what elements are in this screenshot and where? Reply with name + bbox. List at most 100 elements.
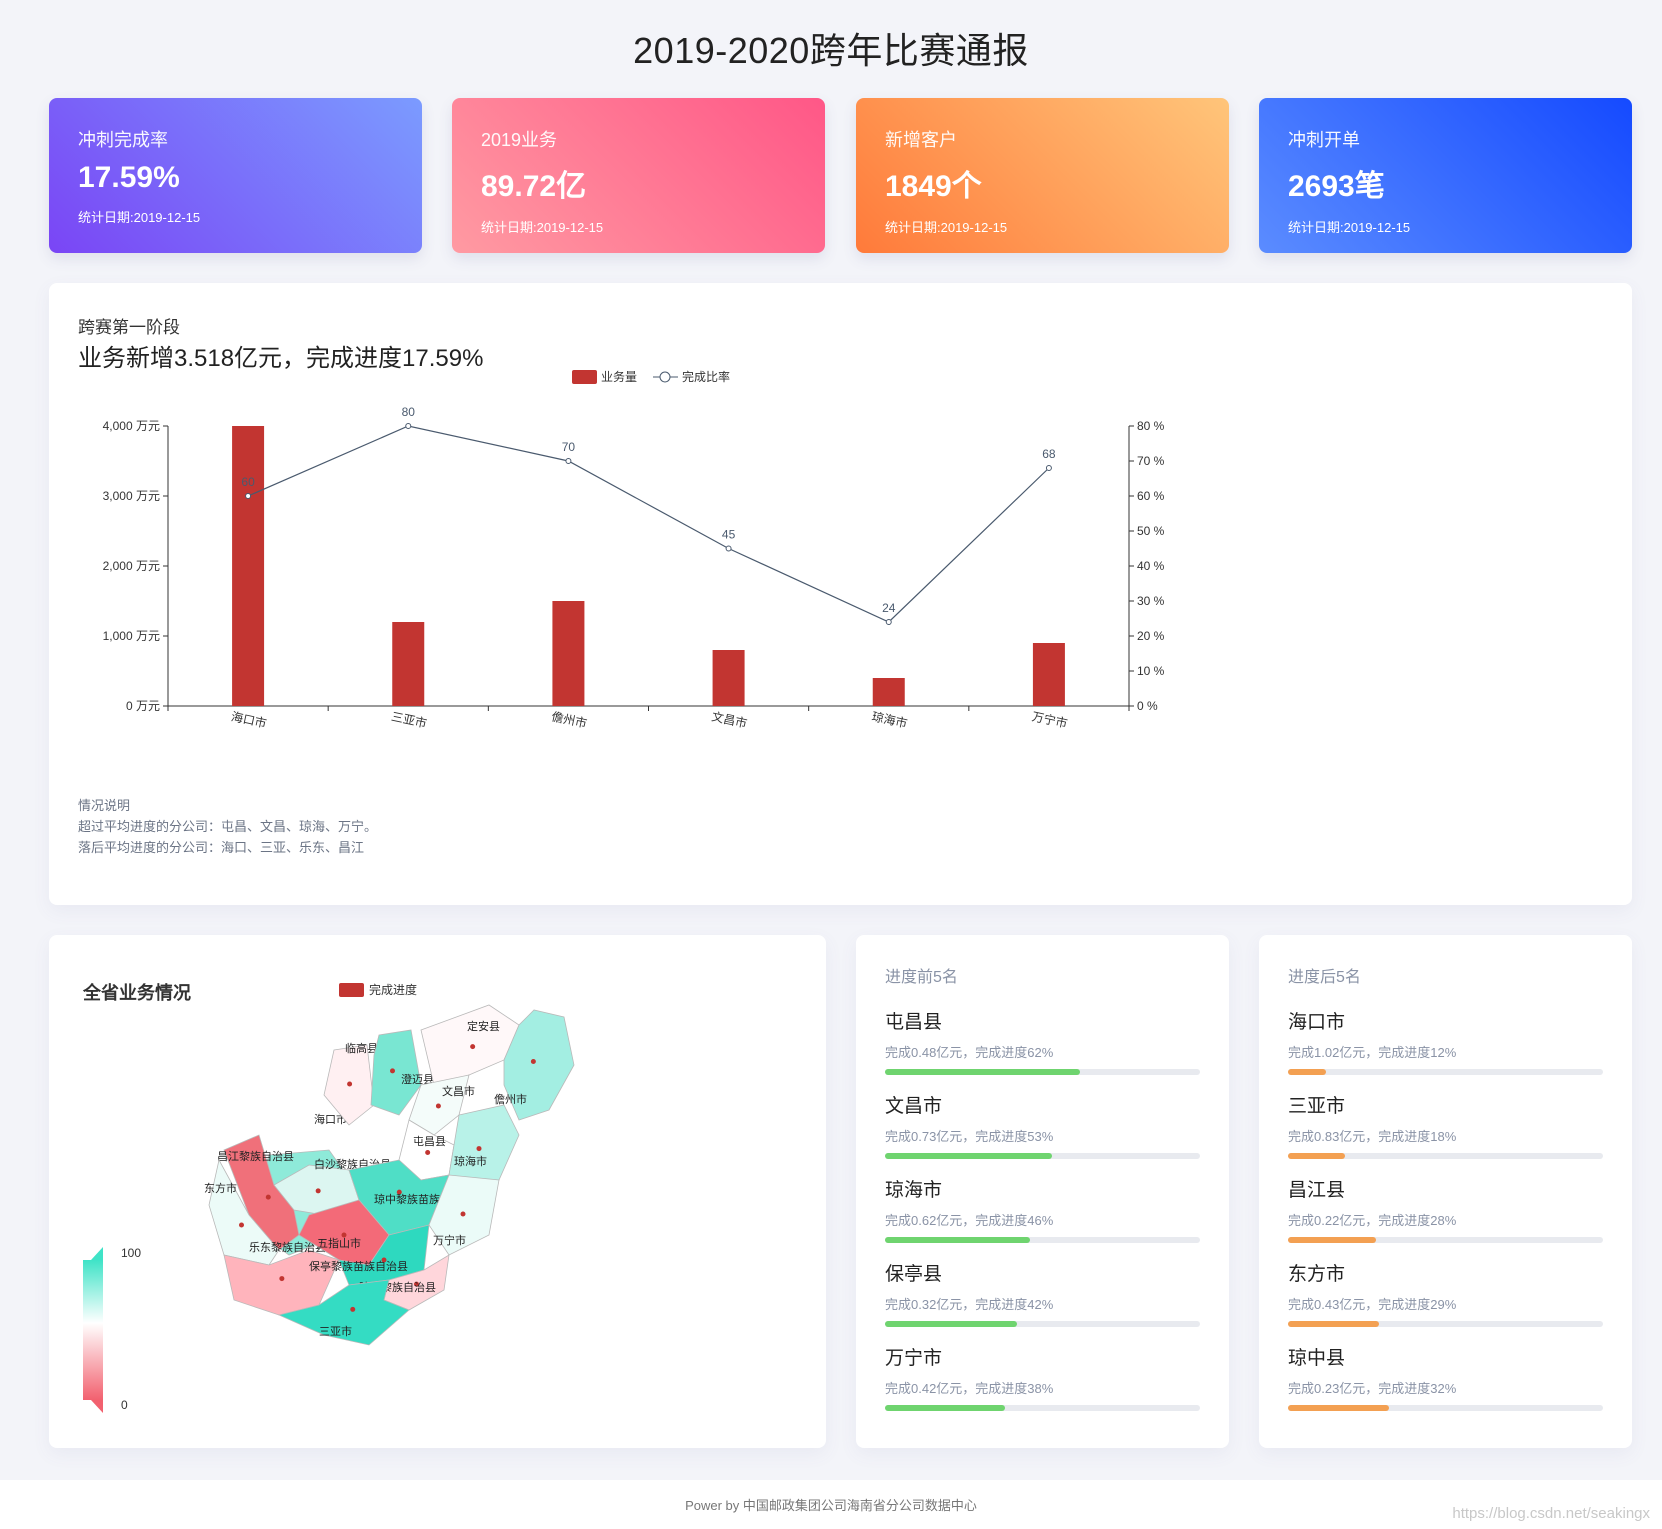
- business-bar-line-chart[interactable]: 0 万元 1,000 万元 2,000 万元 3,000 万元 4,000 万元 0 % 1…: [49, 283, 1632, 763]
- progress-track: [885, 1069, 1200, 1075]
- kpi-card-sprint-rate: 冲刺完成率 17.59% 统计日期:2019-12-15: [49, 98, 422, 253]
- line-series-completion: [247, 425, 1050, 623]
- rank-name: 三亚市: [1288, 1096, 1346, 1117]
- data-label: 80: [402, 405, 416, 419]
- kpi-label: 冲刺开单: [1288, 130, 1360, 150]
- rank-desc: 完成0.43亿元，完成进度29%: [1288, 1297, 1457, 1312]
- progress-fill: [885, 1153, 1052, 1159]
- rank-name: 保亭县: [885, 1264, 943, 1285]
- y-tick-label-left: 1,000 万元: [103, 629, 160, 643]
- bar-万宁市: [1032, 643, 1065, 706]
- rank-item: 屯昌县 完成0.48亿元，完成进度62%: [885, 1007, 1200, 1075]
- map-region-dot: [279, 1276, 285, 1282]
- kpi-label: 新增客户: [885, 130, 957, 150]
- kpi-date: 统计日期:2019-12-15: [1288, 220, 1411, 235]
- progress-fill: [1288, 1237, 1377, 1243]
- rank-name: 万宁市: [885, 1348, 943, 1369]
- kpi-label: 2019业务: [481, 130, 558, 150]
- kpi-value: 2693笔: [1288, 170, 1385, 203]
- map-region-label: 澄迈县: [401, 1072, 434, 1086]
- map-region-dot: [425, 1150, 431, 1155]
- progress-fill: [1288, 1321, 1380, 1327]
- map-region-label: 文昌市: [442, 1084, 475, 1098]
- rank-item: 三亚市 完成0.83亿元，完成进度18%: [1288, 1091, 1603, 1159]
- progress-fill: [1288, 1069, 1326, 1075]
- rank-name: 屯昌县: [885, 1012, 943, 1033]
- map-region-label: 琼海市: [454, 1154, 487, 1168]
- rank-name: 琼中县: [1288, 1348, 1346, 1369]
- rank-item: 东方市 完成0.43亿元，完成进度29%: [1288, 1259, 1603, 1327]
- y-tick-label-right: 50 %: [1137, 524, 1165, 538]
- rank-name: 东方市: [1288, 1264, 1346, 1285]
- kpi-value: 89.72亿: [481, 170, 587, 203]
- line-point: [885, 619, 892, 625]
- y-tick-label-left: 2,000 万元: [103, 559, 160, 573]
- line-point: [565, 458, 572, 464]
- rank-desc: 完成0.83亿元，完成进度18%: [1288, 1129, 1457, 1144]
- map-region-label: 海口市: [314, 1112, 347, 1126]
- progress-fill: [1288, 1153, 1345, 1159]
- map-region-dot: [435, 1103, 441, 1109]
- kpi-card-2019-business: 2019业务 89.72亿 统计日期:2019-12-15: [452, 98, 825, 253]
- top5-title: 进度前5名: [885, 969, 958, 986]
- map-region-儋州市: [503, 1009, 575, 1121]
- visual-map-handle-bottom: [91, 1400, 103, 1413]
- visual-map-bar: [83, 1260, 103, 1400]
- progress-track: [885, 1153, 1200, 1159]
- map-legend-swatch: [339, 983, 364, 997]
- y-tick-label-right: 70 %: [1137, 454, 1165, 468]
- map-region-dot: [315, 1188, 321, 1194]
- x-tick-label: 三亚市: [390, 709, 428, 731]
- y-tick-label-right: 10 %: [1137, 664, 1165, 678]
- kpi-card-new-customers: 新增客户 1849个 统计日期:2019-12-15: [856, 98, 1229, 253]
- y-tick-label-right: 80 %: [1137, 419, 1165, 433]
- progress-track: [1288, 1237, 1603, 1243]
- legend-swatch-marker: [659, 371, 671, 383]
- progress-track: [885, 1405, 1200, 1411]
- rank-name: 昌江县: [1288, 1180, 1346, 1201]
- map-region-dot: [350, 1306, 356, 1312]
- rank-desc: 完成0.62亿元，完成进度46%: [885, 1213, 1054, 1228]
- map-region-label: 乐东黎族自治县: [249, 1240, 326, 1254]
- progress-fill: [885, 1321, 1018, 1327]
- rank-item: 保亭县 完成0.32亿元，完成进度42%: [885, 1259, 1200, 1327]
- visual-map-handle-top: [91, 1247, 103, 1260]
- progress-track: [885, 1237, 1200, 1243]
- kpi-value: 17.59%: [78, 161, 180, 194]
- notes-line-ahead: 超过平均进度的分公司：屯昌、文昌、琼海、万宁。: [78, 819, 378, 834]
- chart-headline: 业务新增3.518亿元，完成进度17.59%: [78, 345, 484, 372]
- map-region-label: 万宁市: [433, 1233, 466, 1247]
- progress-fill: [885, 1405, 1005, 1411]
- kpi-date: 统计日期:2019-12-15: [78, 210, 201, 225]
- x-tick-label: 海口市: [230, 709, 268, 731]
- rank-item: 琼海市 完成0.62亿元，完成进度46%: [885, 1175, 1200, 1243]
- notes-line-behind: 落后平均进度的分公司：海口、三亚、乐东、昌江: [78, 840, 365, 855]
- kpi-date: 统计日期:2019-12-15: [885, 220, 1008, 235]
- kpi-date: 统计日期:2019-12-15: [481, 220, 604, 235]
- line-point: [1045, 465, 1052, 471]
- map-region-dot: [530, 1059, 536, 1064]
- map-region-dot: [396, 1189, 402, 1195]
- y-tick-label-right: 60 %: [1137, 489, 1165, 503]
- bottom5-title: 进度后5名: [1288, 969, 1361, 986]
- progress-fill: [885, 1069, 1081, 1075]
- map-region-dot: [347, 1081, 353, 1087]
- notes-title: 情况说明: [78, 798, 131, 813]
- bar-琼海市: [872, 678, 905, 706]
- progress-track: [885, 1321, 1200, 1327]
- map-region-乐东黎族自治县: [223, 1249, 340, 1316]
- data-label: 60: [241, 475, 255, 489]
- rank-desc: 完成0.42亿元，完成进度38%: [885, 1381, 1054, 1396]
- map-legend-label: 完成进度: [369, 982, 417, 997]
- progress-fill: [1288, 1405, 1389, 1411]
- rank-desc: 完成0.23亿元，完成进度32%: [1288, 1381, 1457, 1396]
- y-tick-label-left: 0 万元: [126, 699, 160, 713]
- rank-name: 海口市: [1288, 1012, 1346, 1033]
- map-region-dot: [381, 1257, 387, 1263]
- y-tick-label-left: 4,000 万元: [103, 419, 160, 433]
- stage-one-chart-card: 0 万元 1,000 万元 2,000 万元 3,000 万元 4,000 万元 0 % 1…: [49, 283, 1632, 905]
- map-region-label: 定安县: [467, 1019, 500, 1033]
- y-tick-label-right: 40 %: [1137, 559, 1165, 573]
- hainan-map[interactable]: 完成进度1000海口市临高县澄迈县定安县文昌市儋州市屯昌县昌江黎族自治县白沙黎族…: [49, 935, 826, 1448]
- map-region-dot: [390, 1068, 395, 1074]
